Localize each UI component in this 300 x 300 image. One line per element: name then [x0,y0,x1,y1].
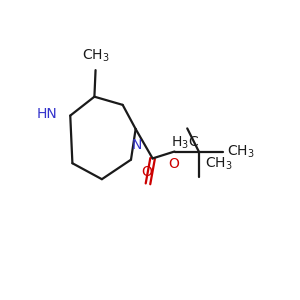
Text: O: O [141,165,152,179]
Text: CH$_3$: CH$_3$ [205,155,232,172]
Text: N: N [132,138,142,152]
Text: CH$_3$: CH$_3$ [82,48,110,64]
Text: O: O [168,157,179,171]
Text: HN: HN [37,107,58,122]
Text: CH$_3$: CH$_3$ [227,143,255,160]
Text: H$_3$C: H$_3$C [171,134,199,151]
